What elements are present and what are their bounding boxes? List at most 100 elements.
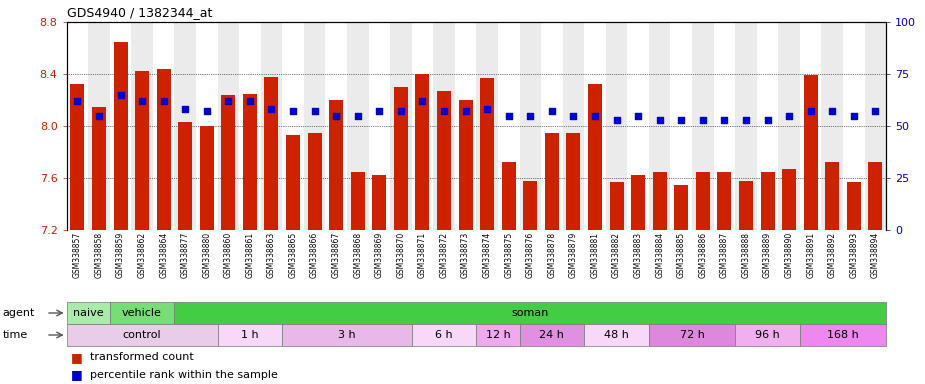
Bar — [631, 175, 645, 230]
Text: GSM338887: GSM338887 — [720, 232, 729, 278]
Bar — [347, 22, 368, 230]
Bar — [739, 180, 753, 230]
Bar — [217, 324, 282, 346]
Bar — [92, 106, 106, 230]
Point — [328, 113, 343, 119]
Bar — [649, 324, 735, 346]
Text: soman: soman — [512, 308, 549, 318]
Text: GSM338890: GSM338890 — [784, 232, 794, 278]
Bar — [455, 22, 476, 230]
Bar — [524, 180, 537, 230]
Text: GSM338858: GSM338858 — [94, 232, 104, 278]
Bar — [498, 22, 520, 230]
Bar — [261, 22, 282, 230]
Text: GSM338880: GSM338880 — [203, 232, 211, 278]
Point — [242, 98, 257, 104]
Point — [803, 108, 818, 114]
Bar — [825, 162, 839, 230]
Bar — [67, 302, 110, 324]
Bar — [131, 22, 153, 230]
Point — [437, 108, 451, 114]
Bar — [696, 172, 709, 230]
Text: GSM338864: GSM338864 — [159, 232, 168, 278]
Bar — [869, 162, 882, 230]
Text: GSM338878: GSM338878 — [548, 232, 556, 278]
Point — [696, 117, 710, 123]
Bar — [843, 22, 865, 230]
Bar — [303, 22, 326, 230]
Text: GSM338891: GSM338891 — [807, 232, 815, 278]
Text: GSM338884: GSM338884 — [655, 232, 664, 278]
Text: GSM338867: GSM338867 — [332, 232, 340, 278]
Text: GSM338859: GSM338859 — [116, 232, 125, 278]
Text: ■: ■ — [71, 368, 83, 381]
Text: GSM338894: GSM338894 — [870, 232, 880, 278]
Text: transformed count: transformed count — [90, 353, 193, 362]
Text: GSM338877: GSM338877 — [180, 232, 190, 278]
Bar — [562, 22, 585, 230]
Bar — [415, 74, 429, 230]
Text: GSM338875: GSM338875 — [504, 232, 513, 278]
Point — [566, 113, 581, 119]
Text: GSM338869: GSM338869 — [375, 232, 384, 278]
Bar — [329, 100, 343, 230]
Text: GSM338873: GSM338873 — [461, 232, 470, 278]
Bar — [585, 22, 606, 230]
Point — [868, 108, 882, 114]
Point — [178, 106, 192, 113]
Bar — [433, 22, 455, 230]
Point — [825, 108, 840, 114]
Bar — [692, 22, 713, 230]
Bar — [200, 126, 214, 230]
Point — [673, 117, 688, 123]
Bar — [674, 184, 688, 230]
Bar — [778, 22, 800, 230]
Point — [113, 92, 128, 98]
Point — [738, 117, 753, 123]
Bar — [265, 76, 278, 230]
Text: control: control — [123, 330, 161, 340]
Bar — [846, 182, 861, 230]
Text: GSM338876: GSM338876 — [525, 232, 535, 278]
Text: GSM338874: GSM338874 — [483, 232, 492, 278]
Bar — [459, 100, 473, 230]
Bar — [282, 324, 412, 346]
Text: percentile rank within the sample: percentile rank within the sample — [90, 369, 278, 379]
Point — [631, 113, 646, 119]
Bar — [588, 84, 602, 230]
Bar — [480, 78, 494, 230]
Text: 72 h: 72 h — [680, 330, 705, 340]
Text: GSM338893: GSM338893 — [849, 232, 858, 278]
Text: GSM338885: GSM338885 — [677, 232, 685, 278]
Point — [393, 108, 408, 114]
Bar — [566, 132, 580, 230]
Point — [587, 113, 602, 119]
Bar — [718, 172, 732, 230]
Point — [523, 113, 537, 119]
Text: 3 h: 3 h — [339, 330, 356, 340]
Bar — [110, 302, 175, 324]
Bar — [412, 22, 433, 230]
Point — [135, 98, 150, 104]
Bar — [179, 122, 192, 230]
Text: 168 h: 168 h — [827, 330, 859, 340]
Text: GSM338863: GSM338863 — [267, 232, 276, 278]
Bar — [394, 87, 408, 230]
Bar — [390, 22, 412, 230]
Text: GSM338879: GSM338879 — [569, 232, 578, 278]
Text: GSM338892: GSM338892 — [828, 232, 837, 278]
Bar — [627, 22, 649, 230]
Bar — [221, 95, 235, 230]
Point — [221, 98, 236, 104]
Text: 48 h: 48 h — [604, 330, 629, 340]
Text: GSM338868: GSM338868 — [353, 232, 363, 278]
Text: GSM338866: GSM338866 — [310, 232, 319, 278]
Point — [92, 113, 106, 119]
Bar — [541, 22, 562, 230]
Bar — [153, 22, 175, 230]
Bar — [308, 132, 322, 230]
Text: 24 h: 24 h — [539, 330, 564, 340]
Bar — [800, 22, 821, 230]
Bar — [437, 91, 451, 230]
Text: GSM338883: GSM338883 — [634, 232, 643, 278]
